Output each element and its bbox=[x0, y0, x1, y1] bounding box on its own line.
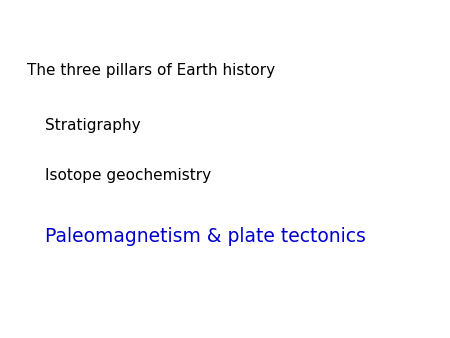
Text: The three pillars of Earth history: The three pillars of Earth history bbox=[27, 64, 275, 78]
Text: Paleomagnetism & plate tectonics: Paleomagnetism & plate tectonics bbox=[45, 227, 366, 246]
Text: Stratigraphy: Stratigraphy bbox=[45, 118, 140, 132]
Text: Isotope geochemistry: Isotope geochemistry bbox=[45, 168, 211, 183]
